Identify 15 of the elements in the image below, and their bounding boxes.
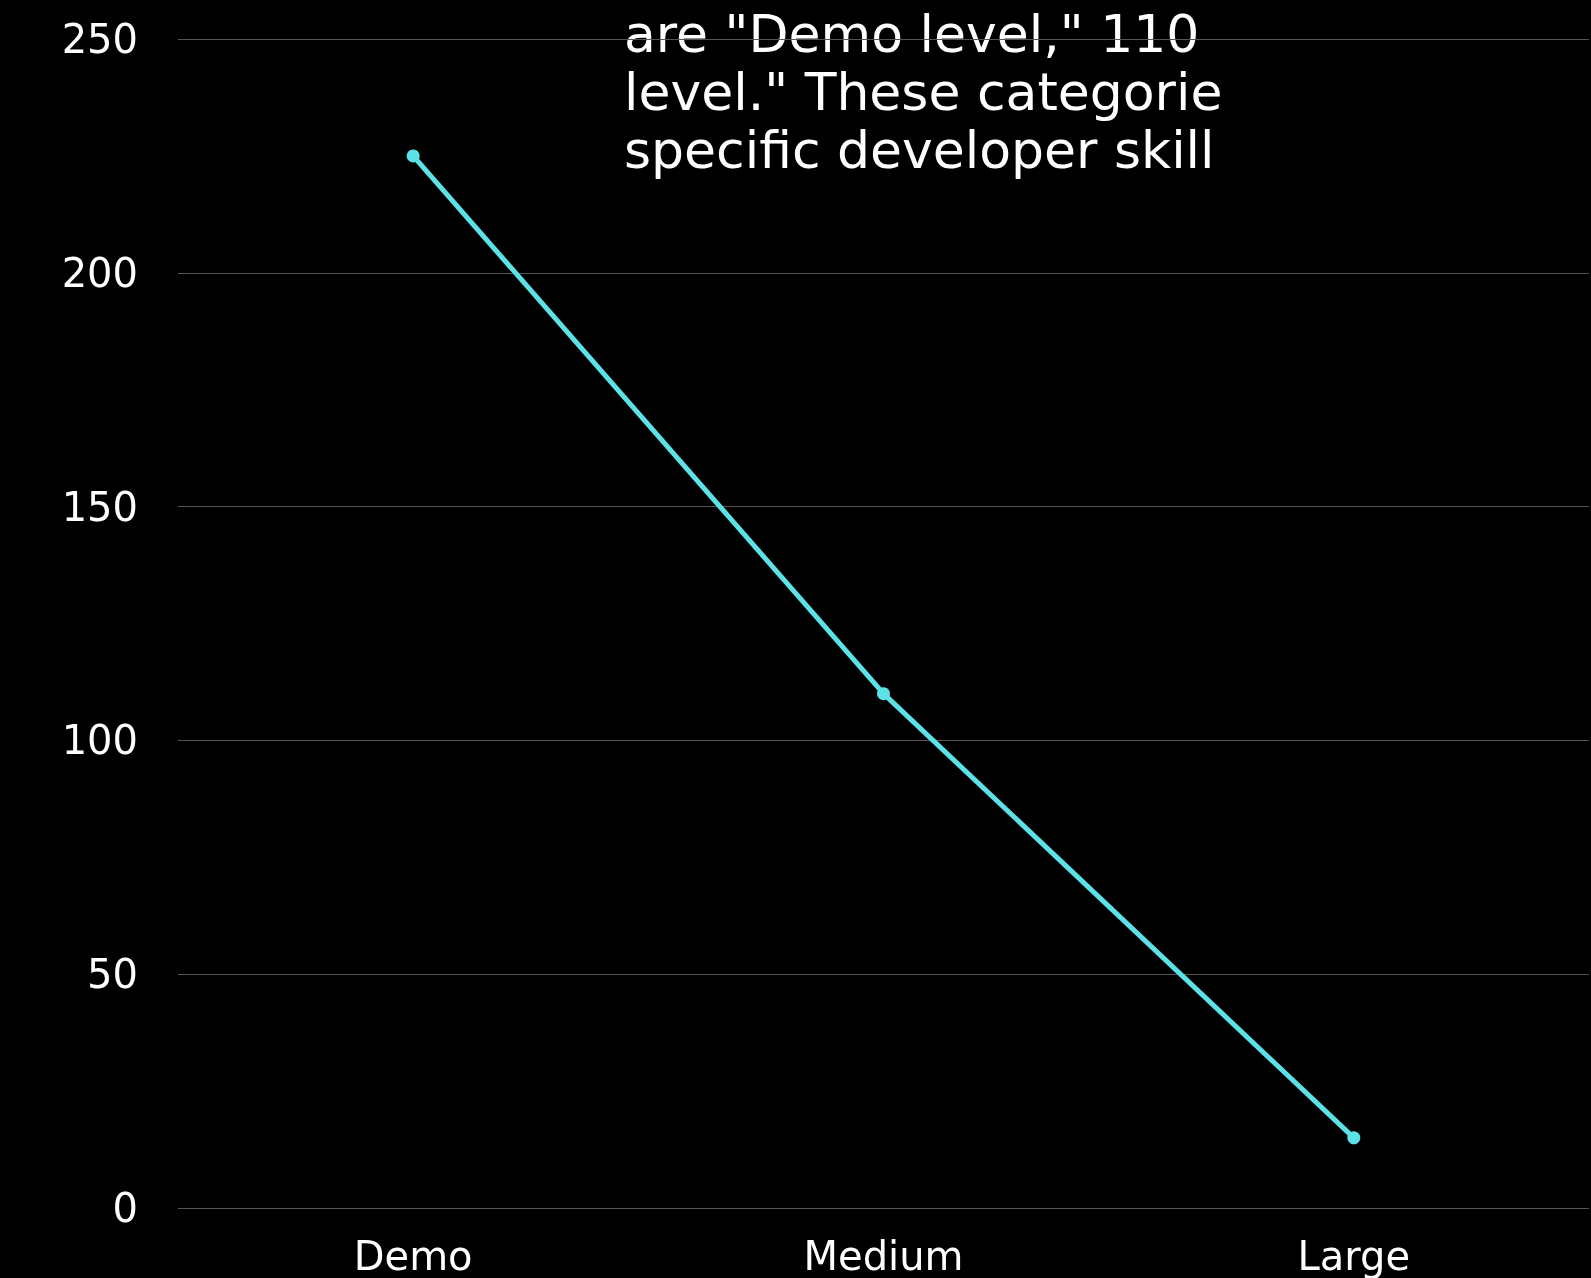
annotation: are "Demo level," 110	[624, 4, 1200, 64]
point	[406, 149, 420, 163]
y-tick-label: 0	[112, 1185, 138, 1231]
y-tick-label: 50	[87, 951, 138, 998]
y-tick-label: 100	[61, 717, 138, 764]
point	[1347, 1131, 1361, 1145]
annotation: level." These categorie	[624, 62, 1223, 122]
y-tick-label: 150	[61, 483, 138, 530]
x-tick-label: Medium	[803, 1233, 964, 1278]
x-tick-label: Large	[1297, 1233, 1411, 1278]
annotation: specific developer skill	[624, 120, 1215, 180]
y-tick-label: 200	[61, 249, 138, 296]
x-tick-label: Demo	[353, 1233, 473, 1278]
y-tick-label: 250	[61, 16, 138, 62]
point	[877, 687, 890, 701]
